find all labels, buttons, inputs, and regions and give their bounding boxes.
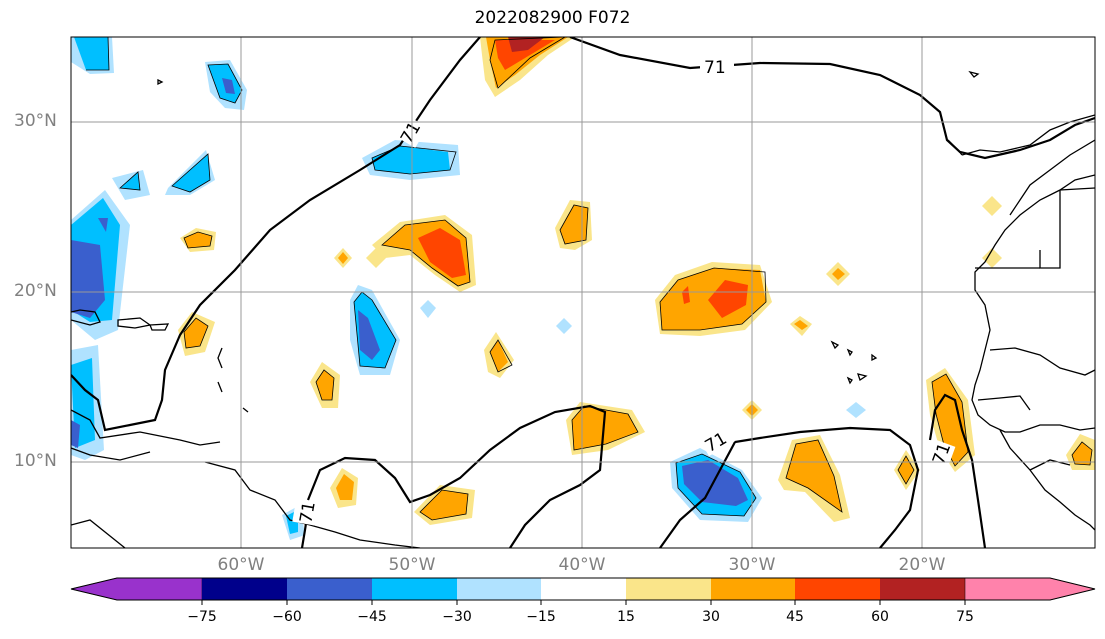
- colorbar-tick-label: −15: [526, 609, 556, 625]
- lon-label-40w: 40°W: [558, 555, 606, 575]
- colorbar-segment: [541, 578, 626, 600]
- lon-label-50w: 50°W: [388, 555, 436, 575]
- contour-label-71: 71: [704, 58, 726, 78]
- colorbar-segment: [457, 578, 541, 600]
- colorbar-segment: [70, 577, 203, 601]
- colorbar-segment: [795, 578, 880, 600]
- colorbar-tick-label: −30: [442, 609, 472, 625]
- colorbar-tick-label: −75: [187, 609, 217, 625]
- colorbar-segment: [964, 577, 1096, 601]
- gridlines: [71, 37, 1095, 548]
- colorbar-tick-label: 60: [871, 609, 889, 625]
- colorbar-tick-label: −60: [272, 609, 302, 625]
- contour-labels: 71 71 71 71 71: [292, 55, 956, 527]
- colorbar-tick-label: 75: [956, 609, 974, 625]
- map-border: [70, 36, 1096, 549]
- colorbar-segment: [202, 578, 287, 600]
- lon-label-60w: 60°W: [217, 555, 265, 575]
- negative-anomalies: [71, 37, 866, 540]
- colorbar-tick-label: 45: [786, 609, 804, 625]
- lon-label-30w: 30°W: [728, 555, 776, 575]
- colorbar-segment: [372, 578, 457, 600]
- map-title: 2022082900 F072: [474, 8, 631, 28]
- colorbar-segment: [880, 578, 965, 600]
- lat-label-10n: 10°N: [14, 451, 57, 471]
- positive-anomalies: [178, 37, 1095, 525]
- colorbar-tick-label: 15: [617, 609, 635, 625]
- lat-label-20n: 20°N: [14, 281, 57, 301]
- colorbar-segment: [626, 578, 711, 600]
- colorbar-segment: [287, 578, 372, 600]
- coastlines: [71, 70, 1095, 548]
- contour-label-71: 71: [296, 500, 319, 525]
- colorbar-tick-label: −45: [357, 609, 387, 625]
- lat-label-30n: 30°N: [14, 111, 57, 131]
- lon-label-20w: 20°W: [898, 555, 946, 575]
- colorbar-segment: [711, 578, 795, 600]
- thin-contours: [74, 37, 1093, 521]
- colorbar-tick-label: 30: [702, 609, 720, 625]
- colorbar: [70, 577, 1096, 605]
